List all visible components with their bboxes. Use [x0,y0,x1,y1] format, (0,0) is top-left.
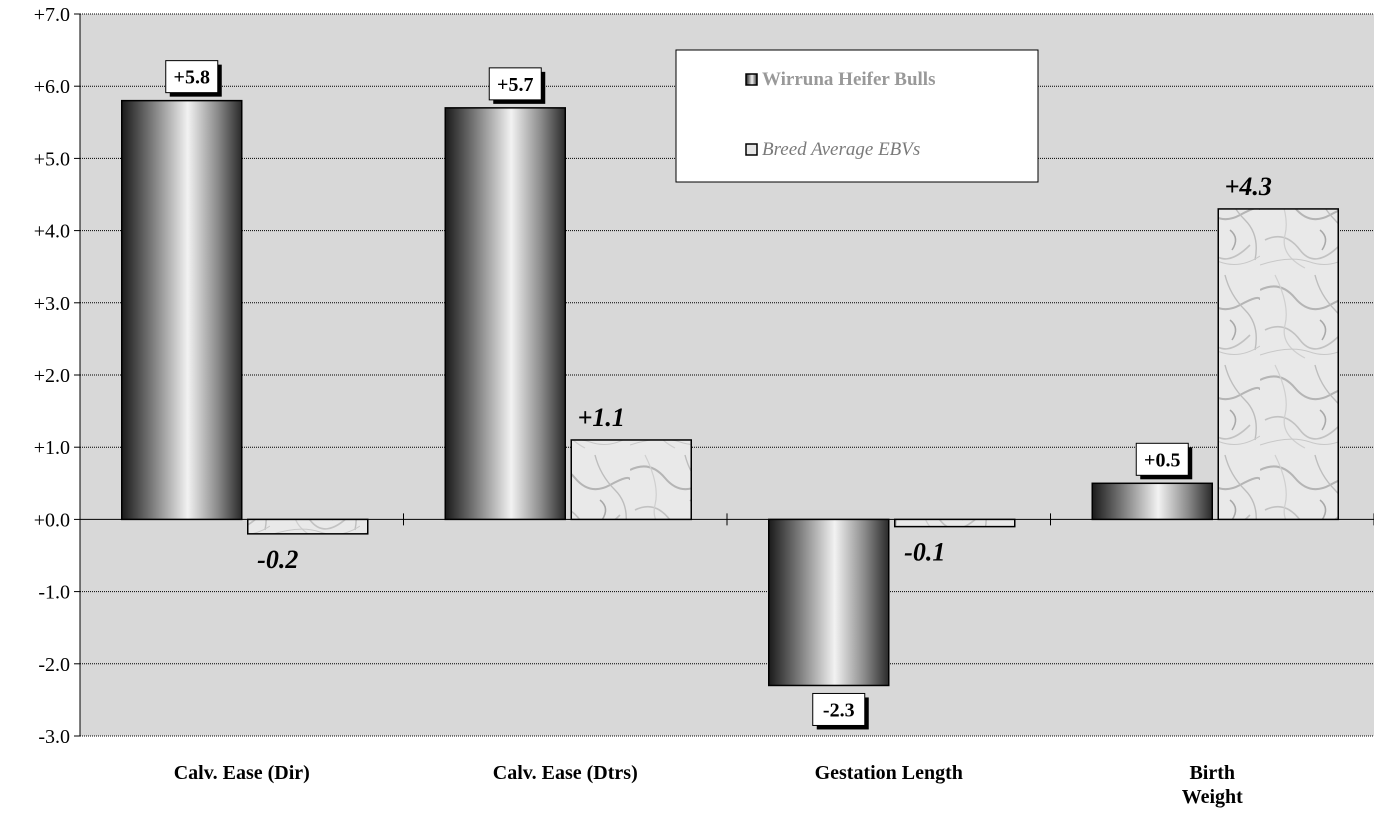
data-label-breed: +1.1 [578,403,625,432]
category-label: Calv. Ease (Dtrs) [493,762,638,784]
bar-breed-average [570,439,692,521]
y-tick-label: -3.0 [38,726,70,748]
axes: -3.0 -2.0 -1.0 +0.0 +1.0 +2.0 +3.0 +4.0 +5.0 +6.0… [34,4,1374,808]
y-tick-label: +1.0 [34,437,70,459]
y-tick-label: +5.0 [34,148,70,170]
data-label-wirruna: -2.3 [823,699,855,721]
legend-swatch-wirruna [745,73,758,86]
data-label-box [488,67,542,101]
legend-box [675,49,1039,183]
y-tick-label: -1.0 [38,582,70,604]
y-tick-label: +6.0 [34,76,70,98]
y-tick-label: +4.0 [34,221,70,243]
legend-label-breed: Breed Average EBVs [762,139,920,160]
y-tick-label: -2.0 [38,654,70,676]
y-tick-label: +3.0 [34,293,70,315]
bar-wirruna [444,107,566,521]
data-label-box [165,60,219,94]
bar-breed-average [894,518,1016,528]
data-labels: +5.8 -0.2 +5.7 +1.1 -2.3 -0.1 +0.5 +4.3 [165,60,1272,730]
category-label: Weight [1182,786,1243,808]
bars [121,99,1339,687]
legend-label-wirruna: Wirruna Heifer Bulls [762,69,935,90]
legend-swatch-breed [745,143,758,156]
data-label-wirruna: +5.8 [174,67,210,89]
data-label-box [812,692,866,726]
legend: Wirruna Heifer Bulls Breed Average EBVs [675,49,1039,183]
category-label: Calv. Ease (Dir) [174,762,310,784]
bar-wirruna [768,518,890,687]
bar-breed-average [1217,208,1339,521]
data-label-box [1135,442,1189,476]
bar-breed-average [247,518,369,535]
y-tick-label: +0.0 [34,509,70,531]
category-label: Birth [1189,762,1235,784]
data-label-breed: +4.3 [1225,172,1272,201]
y-tick-label: +2.0 [34,365,70,387]
data-label-wirruna: +0.5 [1144,449,1180,471]
category-label: Gestation Length [815,762,963,784]
y-tick-label: +7.0 [34,4,70,26]
data-label-wirruna: +5.7 [497,74,533,96]
bar-wirruna [121,99,243,521]
bar-wirruna [1091,482,1213,521]
data-label-breed: -0.2 [257,545,298,574]
data-label-breed: -0.1 [904,538,945,567]
